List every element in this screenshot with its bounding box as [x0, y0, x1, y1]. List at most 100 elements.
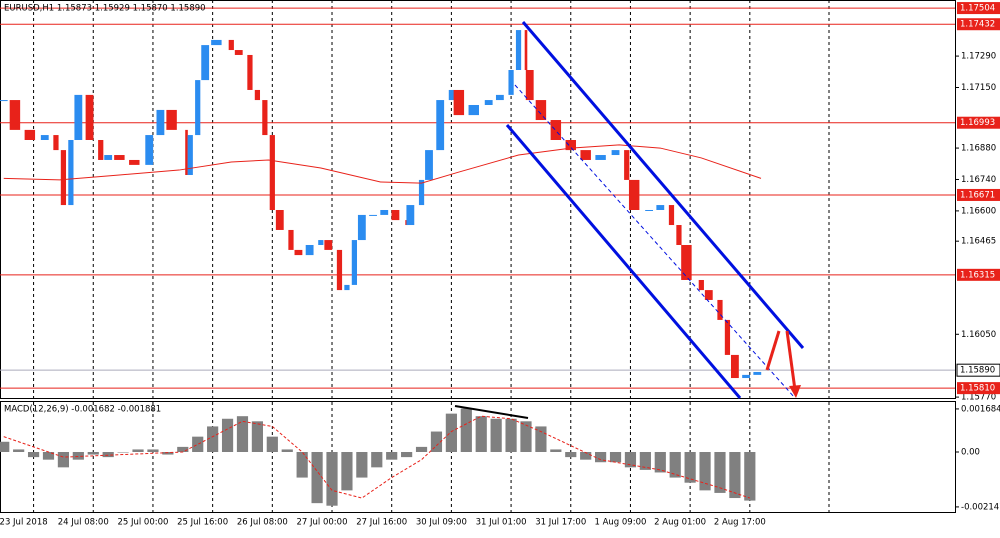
candle [74, 94, 83, 140]
moving-average [3, 144, 762, 184]
y-tick-label: 1.16465 [961, 237, 996, 247]
candle [9, 100, 21, 130]
macd-bar [699, 452, 711, 491]
candle [228, 39, 234, 51]
candle [380, 209, 389, 215]
candle [129, 159, 140, 165]
channel-lower [505, 124, 742, 399]
candle [269, 135, 275, 210]
candle [166, 109, 177, 130]
candle [611, 150, 620, 156]
y-tick-label: 1.16600 [961, 206, 996, 216]
macd-bar [57, 452, 70, 468]
candle [0, 100, 8, 102]
candle [668, 205, 675, 226]
candle [247, 54, 253, 90]
macd-bar [132, 449, 144, 452]
candle [580, 150, 591, 160]
candle [681, 244, 692, 280]
candle [535, 100, 547, 121]
macd-y-tick-label: -0.002147 [961, 502, 1000, 512]
level-label-box [957, 2, 1000, 15]
marks [0, 30, 762, 506]
candle [254, 89, 261, 101]
macd-bar [72, 452, 84, 460]
level-label: 1.15810 [960, 384, 995, 394]
level-label-box [957, 116, 1000, 129]
macd-bar [356, 452, 368, 478]
macd-bar [296, 452, 308, 478]
macd-bar [147, 449, 159, 452]
candle [156, 109, 165, 136]
macd-bar [102, 452, 114, 458]
candle [550, 120, 562, 140]
macd-bar [415, 446, 428, 452]
macd-bar [281, 449, 293, 452]
candle [262, 100, 268, 136]
candle [68, 139, 74, 206]
level-label: 1.16671 [960, 190, 995, 200]
candle [201, 45, 210, 81]
current-price-box [956, 363, 1000, 377]
main-frame [0, 0, 956, 399]
macd-bar [266, 436, 278, 452]
macd-y-tick-label: 0.00 [961, 448, 980, 458]
macd-bar [117, 452, 129, 453]
macd-bar [460, 408, 472, 452]
candle [508, 69, 514, 95]
macd-bar [207, 426, 219, 452]
candle [676, 225, 682, 245]
macd-bar [371, 452, 383, 468]
macd-bar [744, 452, 756, 501]
candle [425, 150, 433, 180]
candle [40, 135, 49, 140]
macd-bar [580, 452, 592, 460]
channel-middle [514, 84, 796, 399]
y-tick-label: 1.17150 [961, 83, 996, 93]
macd-bar [430, 431, 443, 452]
candle [515, 30, 522, 70]
candle [436, 100, 445, 151]
candle [211, 39, 222, 46]
candle [114, 155, 125, 160]
candle [717, 299, 723, 320]
macd-bar [27, 452, 40, 458]
macd-bar [311, 452, 323, 504]
x-tick-label: 27 Jul 16:00 [356, 518, 407, 528]
macd-signal [3, 415, 750, 499]
x-tick-label: 1 Aug 09:00 [594, 518, 646, 528]
candle [357, 214, 366, 241]
macd-bar [684, 452, 696, 483]
level-label: 1.16315 [960, 270, 995, 280]
level-label: 1.16993 [960, 118, 995, 128]
candle [305, 244, 314, 256]
candle [753, 371, 762, 375]
macd-bar [13, 449, 25, 452]
macd-bar [251, 421, 263, 452]
candle [698, 279, 704, 291]
candle [704, 290, 713, 300]
candle [85, 94, 94, 140]
macd-bar [729, 452, 741, 499]
macd-bar [326, 452, 338, 506]
candle [344, 284, 350, 291]
x-tick-label: 31 Jul 01:00 [476, 518, 527, 528]
candle [60, 150, 67, 206]
candle [185, 129, 188, 175]
x-tick-label: 2 Aug 17:00 [714, 518, 766, 528]
macd-bar [714, 452, 726, 493]
candle [234, 50, 243, 55]
macd-bar [341, 452, 353, 491]
macd-bar [87, 452, 99, 455]
candle [145, 135, 154, 165]
arrow-head [789, 385, 801, 398]
macd-bar [654, 452, 666, 473]
y-tick-label: 1.15770 [961, 393, 996, 403]
macd-bar [475, 416, 487, 452]
macd-bar [445, 413, 457, 452]
macd-bar [639, 452, 651, 470]
arrow-up [765, 330, 781, 371]
candle [336, 249, 343, 291]
candle [484, 100, 493, 105]
